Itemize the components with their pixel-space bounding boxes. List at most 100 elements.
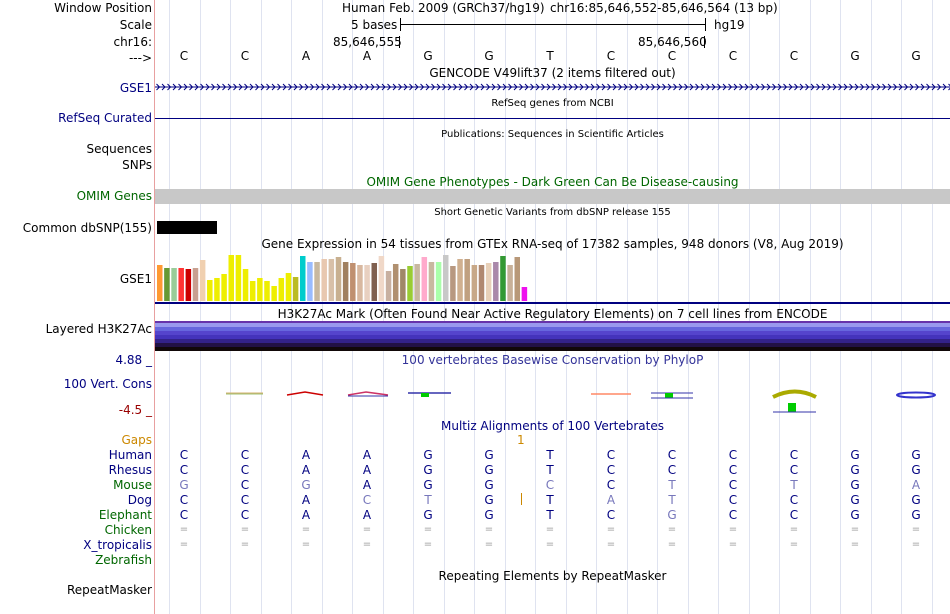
gtex-tissue-bar[interactable] [257, 278, 263, 301]
alignment-base: C [606, 508, 616, 522]
dbsnp-track-label[interactable]: Common dbSNP(155) [22, 221, 152, 235]
alignment-base: = [545, 524, 555, 535]
gtex-tissue-bar[interactable] [493, 262, 499, 301]
gtex-tissue-bar[interactable] [421, 257, 428, 301]
gtex-tissue-bar[interactable] [278, 278, 285, 301]
refseq-track-label[interactable]: RefSeq Curated [58, 111, 152, 125]
alignment-base: G [667, 508, 677, 522]
gtex-tissue-bar[interactable] [221, 274, 227, 301]
h3k27ac-layer [155, 335, 950, 339]
alignment-base: T [546, 493, 554, 507]
refseq-transcript-line[interactable] [155, 118, 950, 119]
gtex-tissue-bar[interactable] [335, 257, 342, 301]
gtex-baseline [155, 302, 950, 304]
gtex-tissue-bar[interactable] [178, 268, 184, 301]
gtex-tissue-bar[interactable] [307, 262, 313, 301]
alignment-base: = [789, 524, 799, 535]
alignment-base: C [240, 448, 250, 462]
gtex-tissue-bar[interactable] [285, 273, 292, 301]
gtex-tissue-bar[interactable] [171, 268, 177, 301]
alignment-base: G [179, 478, 189, 492]
ruler-base: C [179, 49, 189, 63]
alignment-base: G [423, 448, 433, 462]
alignment-base: C [606, 478, 616, 492]
gtex-tissue-bar[interactable] [385, 271, 392, 301]
gtex-tissue-bar[interactable] [443, 255, 449, 301]
gtex-tissue-bar[interactable] [314, 262, 320, 301]
alignment-base: T [424, 493, 432, 507]
alignment-base: = [179, 524, 189, 535]
gtex-tissue-bar[interactable] [435, 262, 442, 301]
h3k27ac-track-label[interactable]: Layered H3K27Ac [45, 322, 152, 336]
snps-track-label[interactable]: SNPs [122, 158, 152, 172]
gtex-tissue-bar[interactable] [214, 278, 220, 301]
phylop-signal[interactable] [155, 370, 950, 420]
gtex-tissue-bar[interactable] [457, 259, 463, 301]
ruler-base: G [911, 49, 921, 63]
gtex-tissue-bar[interactable] [428, 262, 435, 301]
repeatmasker-track-label[interactable]: RepeatMasker [66, 583, 152, 597]
sequences-track-label[interactable]: Sequences [86, 142, 152, 156]
gtex-tissue-bar[interactable] [471, 265, 478, 301]
h3k27ac-layer [155, 339, 950, 343]
h3k27ac-signal[interactable] [155, 321, 950, 351]
gtex-tissue-bar[interactable] [521, 287, 528, 301]
gtex-tissue-bar[interactable] [264, 281, 270, 301]
gtex-tissue-bar[interactable] [271, 286, 277, 301]
ruler-base: T [546, 49, 554, 63]
gtex-tissue-bar[interactable] [414, 264, 420, 301]
omim-track-label[interactable]: OMIM Genes [76, 189, 152, 203]
gtex-tissue-bar[interactable] [199, 260, 206, 301]
gtex-tissue-bar[interactable] [328, 259, 335, 301]
alignment-base: = [301, 524, 311, 535]
window-position-label: Window Position [54, 1, 152, 15]
gtex-bargraph[interactable] [155, 253, 950, 301]
gtex-track-label[interactable]: GSE1 [119, 272, 152, 286]
gtex-tissue-bar[interactable] [342, 262, 349, 301]
gtex-tissue-bar[interactable] [157, 265, 163, 301]
gtex-tissue-bar[interactable] [378, 256, 385, 301]
phylop-track-label[interactable]: 100 Vert. Cons [63, 377, 152, 391]
gtex-tissue-bar[interactable] [364, 265, 370, 301]
alignment-base: C [179, 448, 189, 462]
gtex-tissue-bar[interactable] [242, 269, 249, 301]
gtex-tissue-bar[interactable] [185, 269, 192, 301]
gtex-tissue-bar[interactable] [392, 264, 399, 301]
track-data-pane[interactable]: Human Feb. 2009 (GRCh37/hg19) chr16:85,6… [155, 0, 950, 614]
alignment-base: T [546, 463, 554, 477]
gtex-tissue-bar[interactable] [207, 280, 213, 301]
gtex-tissue-bar[interactable] [228, 255, 235, 301]
gtex-tissue-bar[interactable] [249, 281, 256, 301]
gtex-tissue-bar[interactable] [292, 277, 299, 301]
gencode-transcript[interactable] [155, 80, 950, 94]
gtex-tissue-bar[interactable] [500, 256, 506, 301]
gtex-tissue-bar[interactable] [464, 259, 470, 301]
gtex-tissue-bar[interactable] [357, 265, 363, 301]
dog-insertion-mark [521, 493, 522, 505]
gtex-tissue-bar[interactable] [300, 256, 306, 301]
gtex-tissue-bar[interactable] [485, 263, 492, 301]
gtex-tissue-bar[interactable] [450, 266, 456, 301]
gridline [810, 0, 811, 614]
dbsnp-feature[interactable] [157, 221, 217, 234]
gencode-track-label[interactable]: GSE1 [119, 81, 152, 95]
alignment-base: C [789, 493, 799, 507]
gtex-tissue-bar[interactable] [350, 263, 356, 301]
gtex-tissue-bar[interactable] [507, 265, 513, 301]
gtex-tissue-bar[interactable] [514, 257, 521, 301]
gtex-tissue-bar[interactable] [478, 265, 485, 301]
alignment-base: = [301, 539, 311, 550]
species-label-x-tropicalis: X_tropicalis [83, 538, 152, 552]
alignment-base: C [789, 508, 799, 522]
gtex-tissue-bar[interactable] [164, 268, 170, 301]
gtex-tissue-bar[interactable] [192, 268, 199, 301]
gridline [169, 0, 170, 614]
omim-feature-bar[interactable] [155, 189, 950, 204]
gtex-tissue-bar[interactable] [407, 266, 413, 301]
gtex-tissue-bar[interactable] [400, 269, 406, 301]
gencode-track-title: GENCODE V49lift37 (2 items filtered out) [429, 66, 676, 80]
gtex-tissue-bar[interactable] [321, 259, 327, 301]
gtex-tissue-bar[interactable] [235, 255, 242, 301]
gtex-tissue-bar[interactable] [371, 263, 378, 301]
ruler-base: C [667, 49, 677, 63]
